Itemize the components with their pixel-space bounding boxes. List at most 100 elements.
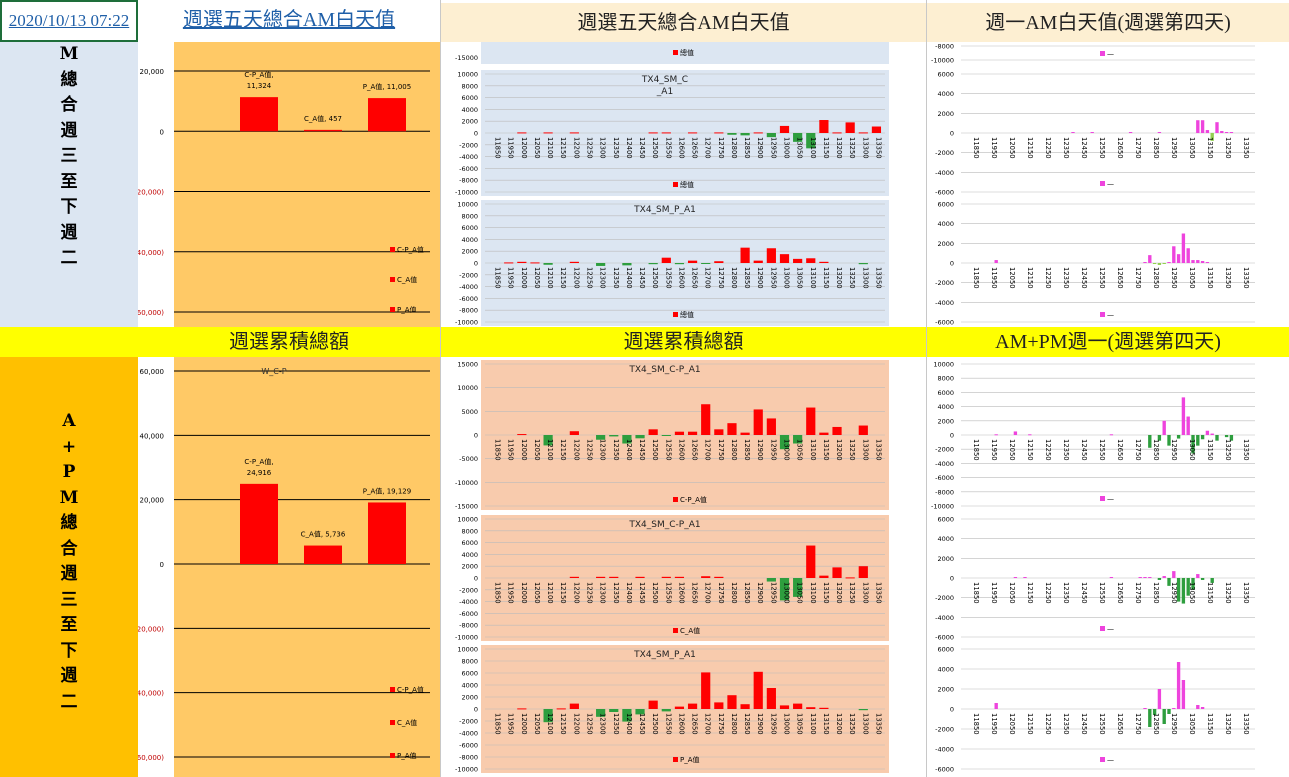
y-tick-label: 4000 (937, 403, 954, 411)
legend-label: — (1107, 180, 1114, 188)
y-tick-label: -10000 (931, 57, 954, 65)
y-tick-label: 2000 (937, 110, 954, 118)
bar (753, 671, 763, 709)
legend-label: C-P_A值 (680, 495, 707, 504)
bar (1162, 576, 1166, 578)
bar (1109, 434, 1114, 436)
chart-title: TX4_SM_C-P_A1 (628, 520, 700, 530)
bar (1191, 578, 1195, 590)
bar (1157, 263, 1162, 265)
y-tick-label: 8000 (461, 212, 478, 220)
side-char: 週 (60, 120, 78, 141)
bar (766, 248, 776, 263)
x-tick-label: 12200 (572, 137, 580, 159)
y-tick-label: 20,000 (140, 497, 165, 505)
data-label: C-P_A值, (244, 70, 273, 79)
x-tick-label: 12450 (1080, 582, 1088, 604)
data-label: P_A值, 11,005 (363, 82, 411, 91)
chart-title: TX4_SM_P_A1 (633, 650, 696, 660)
x-tick-label: 12250 (586, 439, 594, 461)
x-tick-label: 13200 (835, 137, 843, 159)
timestamp-link[interactable]: 2020/10/13 07:22 (8, 11, 130, 30)
bar (661, 435, 671, 436)
bar (1191, 260, 1195, 263)
bar (543, 435, 553, 446)
bar (1148, 255, 1152, 263)
bar (1176, 254, 1181, 263)
y-tick-label: 10000 (457, 201, 478, 209)
y-tick-label: -5000 (459, 455, 478, 463)
x-tick-label: 13150 (1206, 582, 1214, 604)
bar (1157, 689, 1162, 709)
x-tick-label: 13350 (874, 582, 882, 604)
y-tick-label: 2000 (461, 694, 478, 702)
bar (517, 708, 527, 710)
header-link-cell[interactable]: 週選五天總合AM白天值 (138, 0, 440, 42)
bar (994, 260, 998, 263)
x-tick-label: 12750 (717, 713, 725, 735)
y-tick-label: 0 (950, 432, 954, 440)
data-label: C_A值, 5,736 (301, 530, 346, 539)
x-tick-label: 12050 (533, 582, 541, 604)
x-tick-label: 13050 (1188, 582, 1196, 604)
data-label: C-P_A值, (244, 457, 273, 466)
x-tick-label: 11950 (990, 137, 998, 159)
legend-swatch (673, 50, 678, 55)
y-tick-label: 0 (474, 706, 478, 714)
bar (701, 263, 711, 264)
y-tick-label: -2000 (935, 149, 954, 157)
band-left-title: 週選累積總額 (138, 327, 440, 357)
y-tick-label: 40,000 (140, 432, 165, 440)
x-tick-label: 12250 (586, 137, 594, 159)
x-tick-label: 12550 (1098, 267, 1106, 289)
x-tick-label: 12350 (1062, 582, 1070, 604)
x-tick-label: 12000 (520, 582, 528, 604)
bar (1200, 261, 1205, 263)
bar (517, 132, 527, 134)
header-link-title[interactable]: 週選五天總合AM白天值 (182, 9, 396, 31)
x-tick-label: 12700 (704, 439, 712, 461)
x-tick-label: 12950 (1170, 137, 1178, 159)
timestamp-cell[interactable]: 2020/10/13 07:22 (0, 0, 138, 42)
legend-swatch (1100, 626, 1105, 631)
y-tick-label: -6000 (935, 634, 954, 642)
bar (687, 431, 698, 435)
x-tick-label: 12150 (1026, 267, 1034, 289)
x-tick-label: 12800 (730, 582, 738, 604)
bar (622, 709, 632, 722)
legend-label: — (1107, 311, 1114, 319)
x-tick-label: 12950 (769, 582, 777, 604)
bar (793, 258, 803, 263)
x-tick-label: 13150 (1206, 267, 1214, 289)
y-tick-label: -10000 (455, 479, 478, 487)
x-tick-label: 12150 (1026, 582, 1034, 604)
y-tick-label: 5000 (461, 408, 478, 416)
y-tick-label: (40,000) (138, 690, 164, 698)
bar (1210, 133, 1214, 141)
x-tick-label: 12650 (1116, 267, 1124, 289)
x-tick-label: 12550 (664, 137, 672, 159)
x-tick-label: 12750 (1134, 439, 1142, 461)
bar (504, 262, 514, 264)
x-tick-label: 12850 (1152, 582, 1160, 604)
bar (609, 576, 619, 578)
y-tick-label: -4000 (935, 746, 954, 754)
x-tick-label: 12050 (1008, 137, 1016, 159)
bar (766, 133, 776, 138)
chart-mid-am-c: 10000 8000 6000 4000 2000 0 -2000 -4000 -6000 -80… (441, 68, 926, 196)
x-tick-label: 12050 (1008, 439, 1016, 461)
bar (753, 409, 763, 435)
x-tick-label: 13150 (822, 713, 830, 735)
x-tick-label: 12150 (559, 713, 567, 735)
bar (994, 434, 998, 436)
x-tick-label: 12850 (743, 582, 751, 604)
x-tick-label: 12150 (559, 137, 567, 159)
bar (1176, 435, 1181, 439)
x-tick-label: 12100 (546, 713, 554, 735)
bar (1196, 705, 1200, 709)
y-tick-label: 0 (950, 260, 954, 268)
legend-swatch (390, 307, 395, 312)
x-tick-label: 13200 (835, 713, 843, 735)
y-tick-label: 6000 (937, 389, 954, 397)
